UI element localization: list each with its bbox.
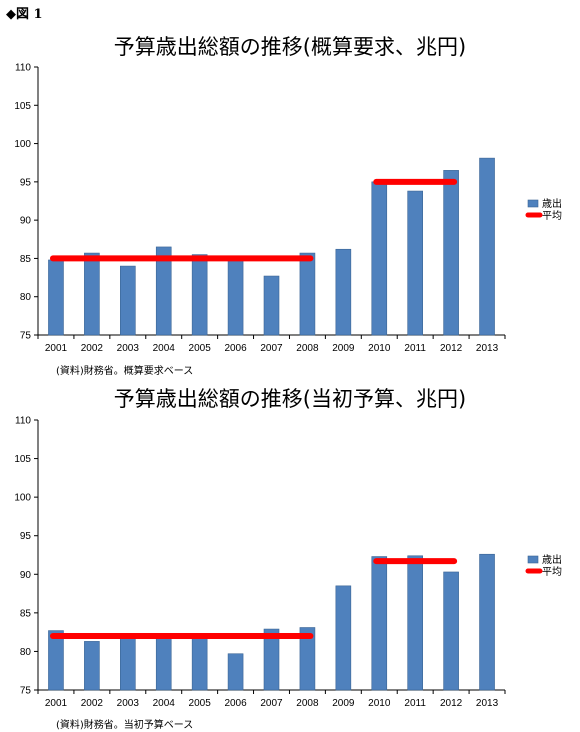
x-tick-label: 2003 [117, 698, 140, 709]
y-tick-label: 110 [15, 63, 31, 74]
bar-2004 [155, 246, 172, 336]
y-tick-label: 95 [20, 531, 32, 542]
source-note-bottom: (資料)財務省。当初予算ベース [56, 720, 194, 731]
x-tick-label: 2011 [404, 698, 426, 709]
x-tick-label: 2004 [153, 343, 176, 354]
bar-2013 [479, 553, 495, 691]
bar-2011 [407, 190, 423, 336]
x-tick-label: 2002 [81, 698, 104, 709]
chart-top: 予算歳出総額の推移(概算要求、兆円) 75 80 85 90 95 100 105 110 200… [14, 35, 562, 354]
chart-bottom: 予算歳出総額の推移(当初予算、兆円) 75 80 85 90 95 100 105 110 200… [14, 387, 562, 709]
y-tick-label: 80 [20, 292, 32, 303]
legend-swatch-bar [527, 199, 539, 208]
bar-2002 [84, 252, 100, 336]
x-tick-label: 2012 [440, 698, 463, 709]
bar-2006 [227, 258, 244, 336]
x-tick-label: 2005 [189, 698, 212, 709]
bar-2005 [191, 254, 208, 336]
y-tick-label: 75 [20, 331, 32, 342]
legend-label-line: 平均 [542, 210, 562, 222]
y-tick-label: 100 [14, 139, 31, 150]
x-tick-label: 2010 [368, 698, 391, 709]
x-tick-label: 2006 [224, 343, 247, 354]
bar-2005 [191, 635, 208, 691]
chart-title: 予算歳出総額の推移(概算要求、兆円) [114, 35, 466, 59]
source-note-top: (資料)財務省。概算要求ベース [56, 366, 194, 377]
bar-2008 [299, 627, 316, 691]
x-tick-label: 2009 [332, 698, 355, 709]
x-tick-label: 2006 [224, 698, 247, 709]
bar-2009 [335, 585, 352, 691]
y-tick-label: 105 [14, 101, 31, 112]
x-tick-label: 2012 [440, 343, 463, 354]
y-tick-label: 80 [20, 647, 32, 658]
x-tick-label: 2011 [404, 343, 426, 354]
y-tick-label: 105 [14, 454, 31, 465]
legend-label-line: 平均 [542, 566, 562, 578]
y-tick-label: 90 [20, 216, 32, 227]
bar-2012 [443, 170, 459, 336]
y-tick-label: 95 [20, 177, 32, 188]
legend-label-bar: 歳出 [542, 553, 562, 566]
x-tick-label: 2003 [117, 343, 140, 354]
x-tick-label: 2009 [332, 343, 355, 354]
x-tick-label: 2013 [476, 698, 499, 709]
y-tick-label: 85 [20, 254, 32, 265]
legend-swatch-bar [527, 555, 539, 564]
x-tick-label: 2013 [476, 343, 499, 354]
x-tick-label: 2004 [153, 698, 176, 709]
x-tick-label: 2008 [296, 343, 319, 354]
bar-2013 [479, 157, 495, 336]
bar-2007 [263, 628, 280, 691]
figure-label: ◆図 1 [6, 7, 43, 22]
y-tick-label: 110 [15, 416, 31, 427]
y-tick-label: 75 [20, 686, 32, 697]
bar-2010 [371, 556, 388, 691]
bar-2012 [443, 571, 459, 691]
bar-2008 [299, 252, 316, 336]
x-tick-label: 2007 [260, 698, 283, 709]
bar-2011 [407, 555, 423, 691]
x-tick-label: 2001 [45, 698, 68, 709]
bar-2007 [263, 275, 280, 336]
x-tick-label: 2007 [260, 343, 283, 354]
y-tick-label: 90 [20, 570, 32, 581]
x-tick-label: 2002 [81, 343, 104, 354]
bar-2001 [48, 630, 64, 691]
x-tick-label: 2008 [296, 698, 319, 709]
x-tick-label: 2010 [368, 343, 391, 354]
y-tick-label: 85 [20, 608, 32, 619]
legend-label-bar: 歳出 [542, 197, 562, 210]
bar-2003 [120, 635, 136, 691]
bar-2001 [48, 259, 64, 336]
x-tick-label: 2005 [189, 343, 212, 354]
bar-2004 [155, 635, 172, 691]
bar-2002 [84, 641, 100, 691]
chart-title: 予算歳出総額の推移(当初予算、兆円) [114, 387, 466, 411]
x-tick-label: 2001 [45, 343, 68, 354]
y-tick-label: 100 [14, 493, 31, 504]
bar-2003 [120, 265, 136, 336]
bar-2009 [335, 248, 352, 336]
bar-2010 [371, 181, 388, 336]
bar-2006 [227, 653, 244, 691]
